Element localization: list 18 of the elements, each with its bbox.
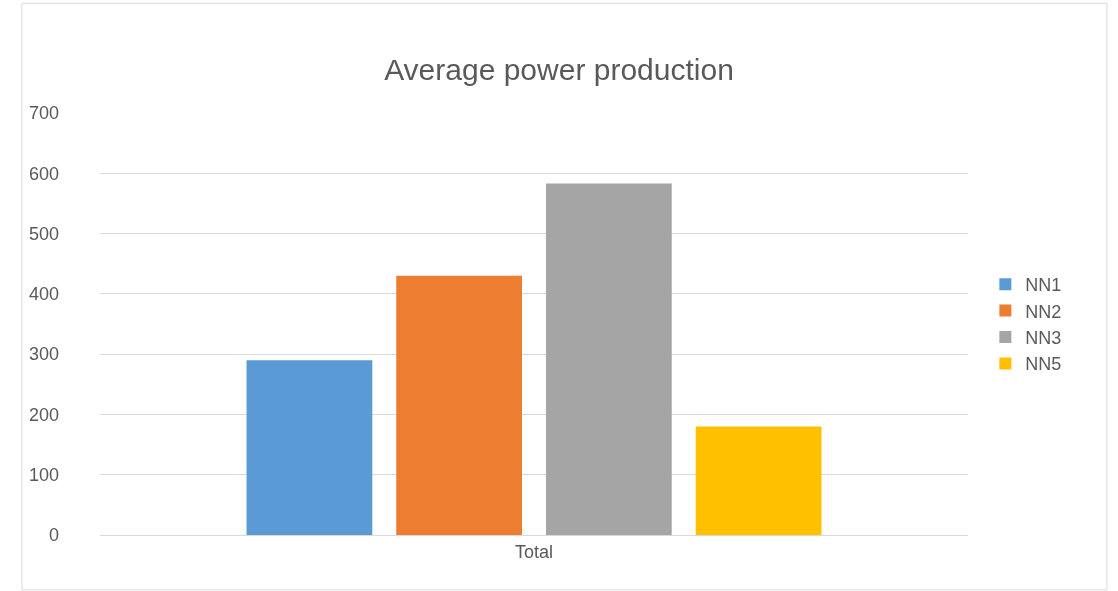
legend-label: NN1 — [1025, 275, 1062, 296]
chart-title: Average power production — [384, 53, 734, 87]
y-tick-label: 200 — [28, 404, 59, 425]
y-tick-label: 600 — [28, 163, 59, 184]
y-tick-label: 700 — [28, 103, 59, 124]
y-tick-label: 300 — [28, 344, 59, 365]
bar — [246, 360, 373, 535]
legend-label: NN3 — [1025, 328, 1062, 349]
y-tick-label: 500 — [28, 223, 59, 244]
legend-label: NN5 — [1025, 354, 1062, 375]
y-tick-label: 0 — [48, 525, 59, 546]
y-tick-label: 400 — [28, 284, 59, 305]
bar — [695, 426, 822, 535]
bar — [396, 275, 523, 535]
bar — [545, 183, 672, 535]
x-tick-label: Total — [514, 541, 554, 562]
y-tick-label: 100 — [28, 465, 59, 486]
legend-label: NN2 — [1025, 301, 1062, 322]
